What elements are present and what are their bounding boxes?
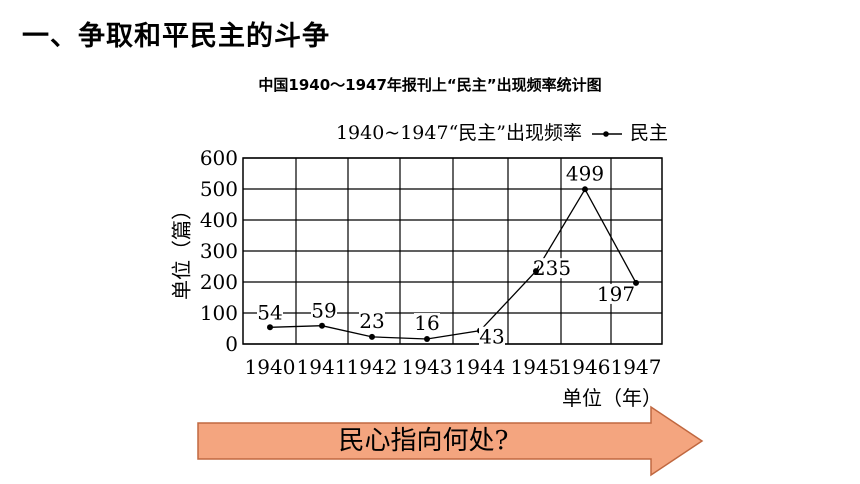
x-tick-label: 1946 (560, 355, 611, 379)
chart-title: 中国1940～1947年报刊上“民主”出现频率统计图 (258, 76, 602, 94)
x-tick-label: 1940 (245, 355, 296, 379)
data-labels: 54 59 23 16 43 235 499 197 (257, 161, 635, 349)
data-point (424, 336, 430, 343)
data-label: 23 (359, 309, 384, 333)
data-label: 43 (479, 325, 504, 349)
x-tick-label: 1947 (611, 355, 662, 379)
callout-text: 民心指向何处? (338, 426, 509, 456)
y-tick-label: 400 (200, 208, 238, 232)
series-polyline (269, 187, 637, 340)
data-point (267, 324, 273, 331)
data-label-bg (257, 302, 283, 323)
data-point (633, 279, 639, 286)
page-heading: 一、争取和平民主的斗争 (22, 21, 330, 52)
callout-arrow: 民心指向何处? (196, 405, 706, 477)
data-label-bg (572, 163, 598, 184)
inner-chart-title: 1940~1947“民主”出现频率 (336, 122, 582, 144)
data-label-bg (479, 326, 505, 347)
legend-marker (603, 131, 609, 137)
data-label: 235 (533, 256, 571, 280)
y-tick-label: 200 (200, 270, 238, 294)
data-point (369, 333, 375, 340)
y-axis-label: 单位（篇） (170, 200, 194, 300)
y-tick-label: 0 (225, 332, 238, 356)
x-tick-label: 1944 (455, 355, 506, 379)
plot-frame (242, 157, 663, 345)
y-tick-label: 500 (200, 177, 238, 201)
data-label-bg (359, 310, 385, 331)
y-tick-label: 100 (200, 301, 238, 325)
y-tick-labels: 0 100 200 300 400 500 600 (200, 146, 238, 356)
data-label: 54 (257, 300, 282, 324)
x-tick-label: 1942 (347, 355, 398, 379)
data-label: 59 (311, 299, 336, 323)
legend-label: 民主 (630, 122, 668, 144)
data-point (582, 186, 588, 193)
x-axis-label: 单位（年） (562, 386, 662, 410)
legend: 民主 (592, 122, 668, 144)
x-tick-label: 1943 (402, 355, 453, 379)
x-tick-label: 1945 (511, 355, 562, 379)
data-label-bg (414, 313, 440, 334)
data-label: 499 (566, 161, 604, 185)
grid-lines (243, 157, 662, 345)
y-tick-label: 600 (200, 146, 238, 170)
callout-arrow-shape (197, 405, 704, 477)
data-label: 197 (597, 282, 635, 306)
x-tick-label: 1941 (297, 355, 348, 379)
data-label-bg (311, 300, 337, 321)
y-tick-label: 300 (200, 239, 238, 263)
data-label: 16 (414, 311, 439, 335)
data-point (319, 322, 325, 329)
data-label-bg (539, 258, 565, 279)
data-point (533, 268, 539, 275)
data-label-bg (603, 283, 629, 304)
